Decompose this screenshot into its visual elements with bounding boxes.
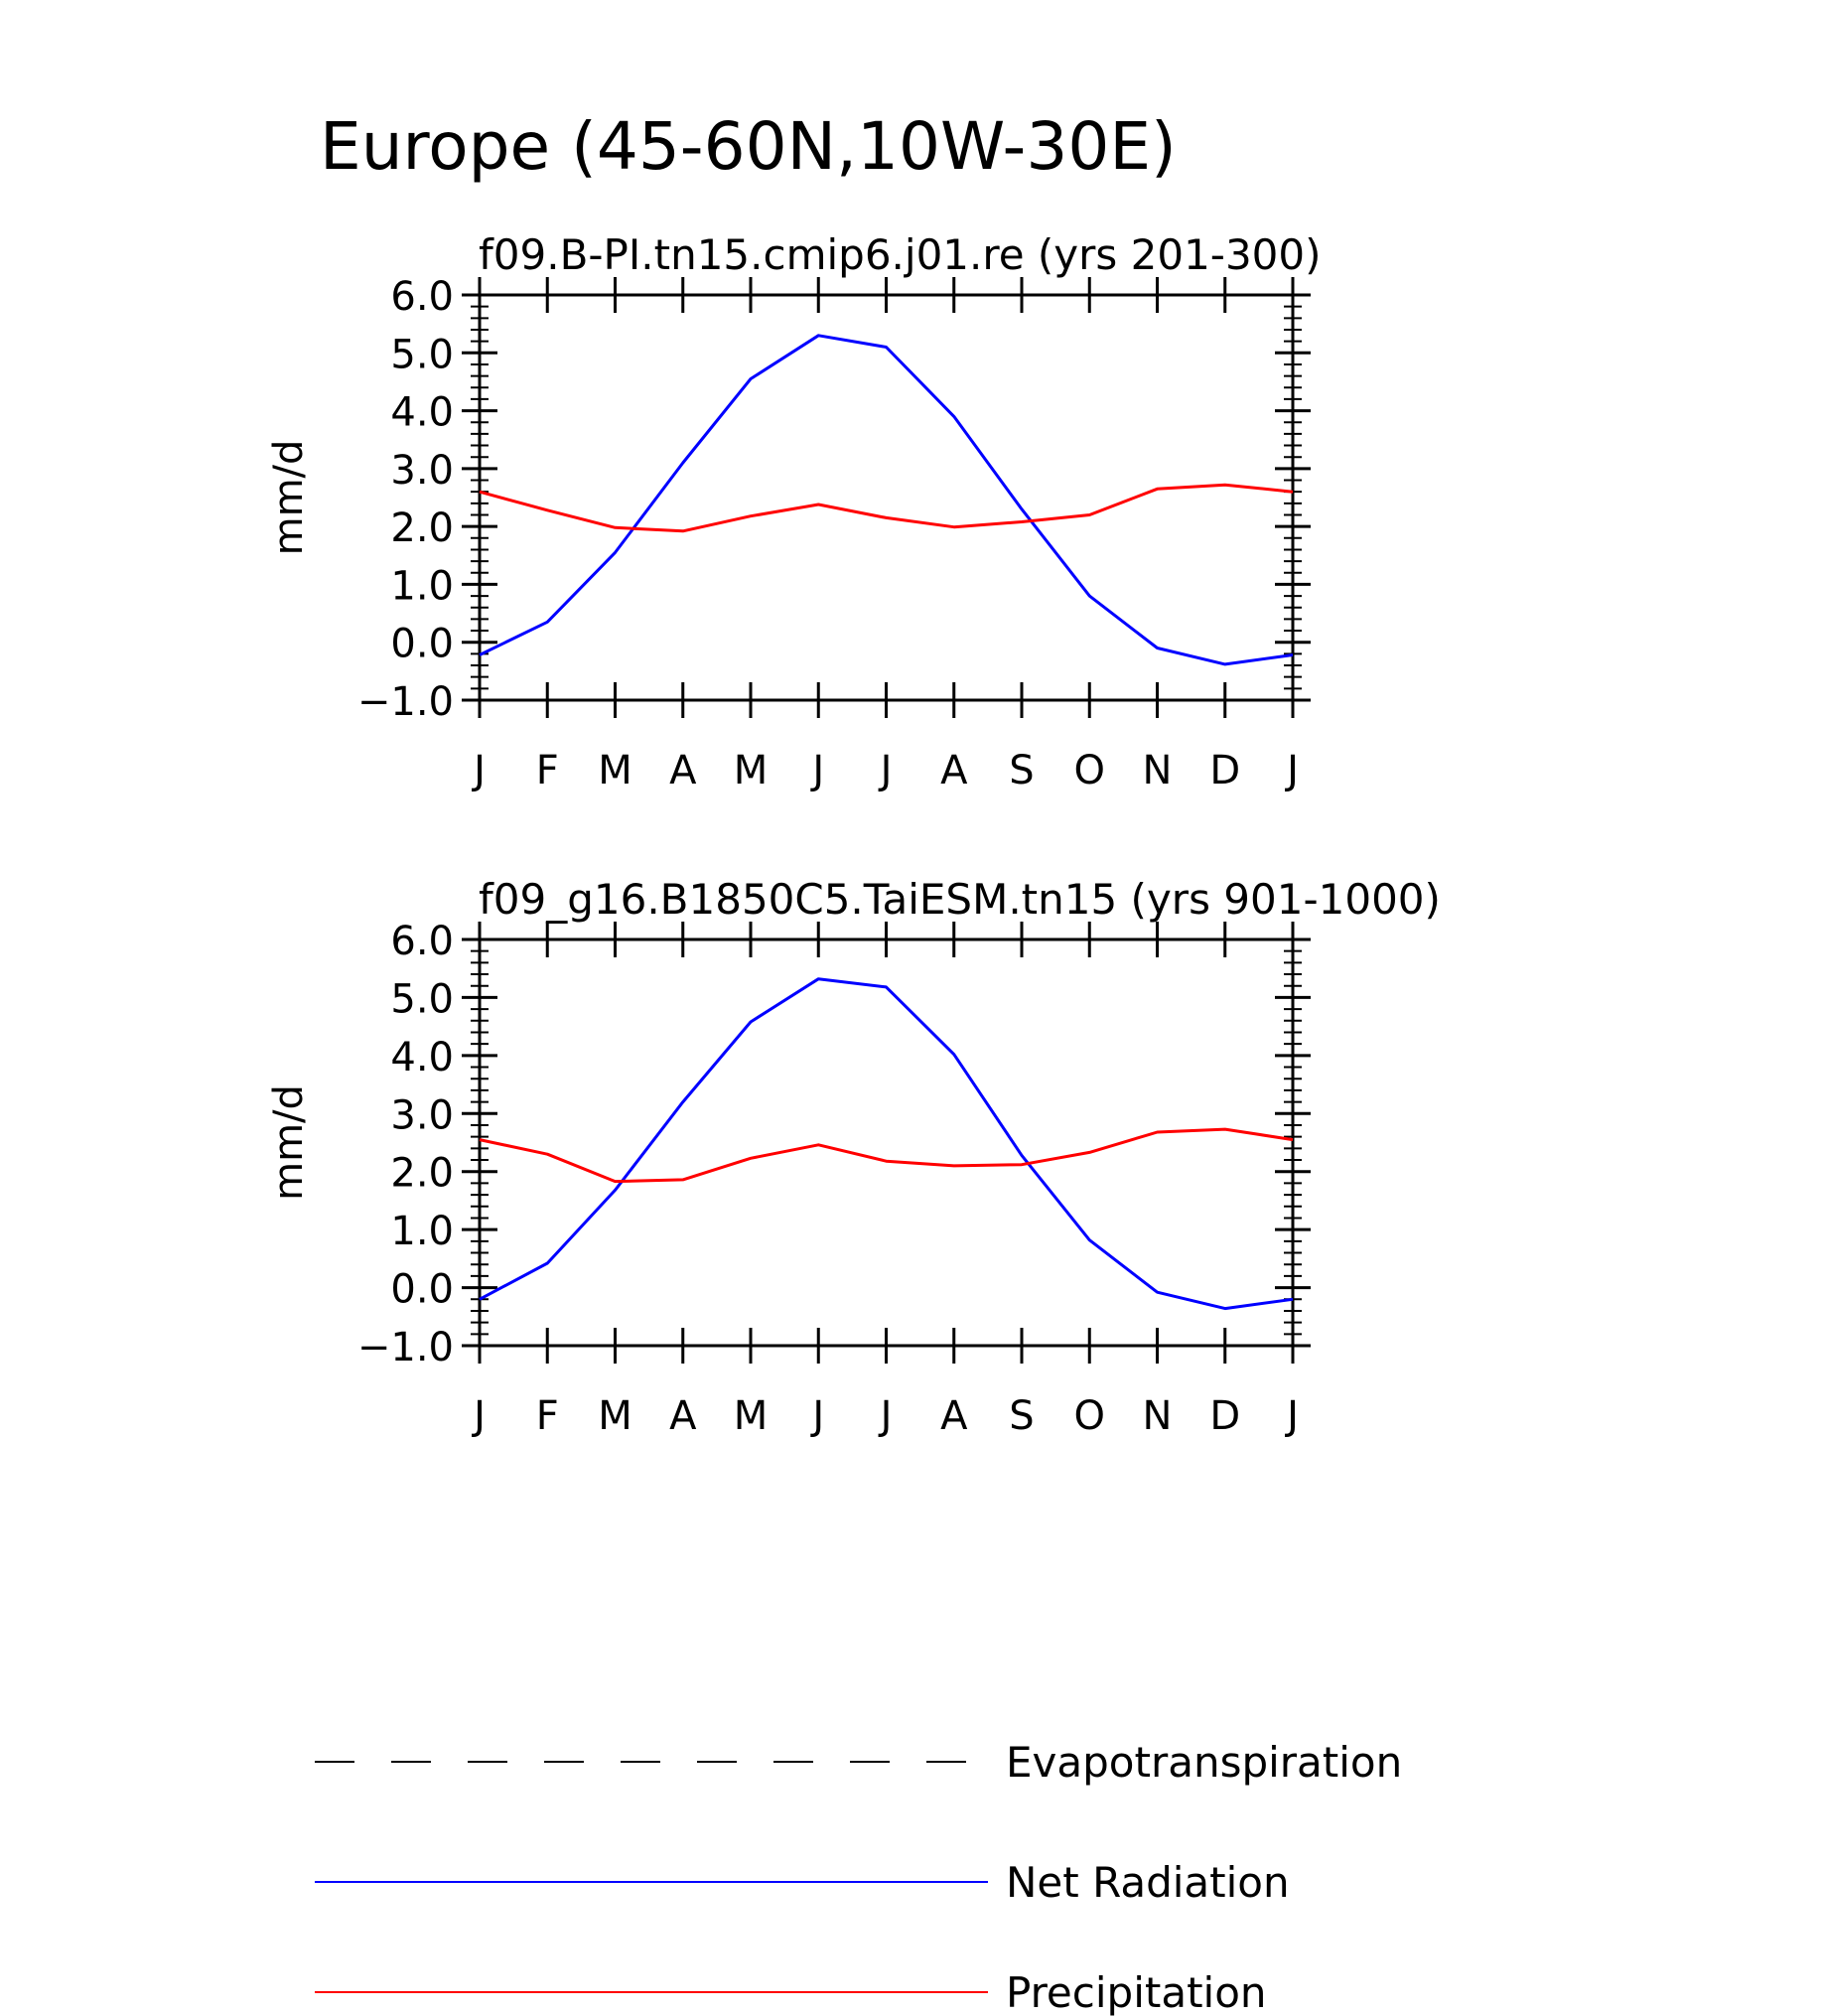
x-tick-label: J <box>471 748 486 793</box>
legend-item-evapotranspiration: Evapotranspiration <box>315 1738 1402 1787</box>
legend-label: Precipitation <box>1006 1968 1267 2016</box>
y-tick-label: 6.0 <box>390 919 454 964</box>
legend: Evapotranspiration Net Radiation Precipita… <box>315 1738 1402 2016</box>
y-tick-label: 0.0 <box>390 1267 454 1313</box>
legend-item-net-radiation: Net Radiation <box>315 1858 1290 1907</box>
y-tick-label: −1.0 <box>357 679 454 725</box>
y-axis-label: mm/d <box>266 440 312 556</box>
x-tick-label: J <box>1284 748 1299 793</box>
y-tick-label: 3.0 <box>390 448 454 494</box>
chart-title: f09_g16.B1850C5.TaiESM.tn15 (yrs 901-100… <box>479 875 1441 924</box>
y-tick-label: 6.0 <box>390 274 454 320</box>
y-tick-label: 4.0 <box>390 1035 454 1080</box>
x-tick-label: M <box>598 1393 632 1439</box>
x-tick-label: J <box>878 1393 893 1439</box>
y-tick-label: 4.0 <box>390 390 454 436</box>
y-tick-label: 1.0 <box>390 563 454 609</box>
y-ticks: −1.0 0.0 1.0 2.0 3.0 4.0 5.0 6.0 <box>357 919 1311 1370</box>
series-line-net-radiation <box>479 977 1294 1311</box>
x-tick-label: A <box>669 1393 697 1439</box>
y-tick-label: 1.0 <box>390 1209 454 1254</box>
x-tick-label: D <box>1209 1393 1240 1439</box>
legend-item-precipitation: Precipitation <box>315 1968 1267 2016</box>
plot-frame <box>478 293 1295 702</box>
x-tick-label: S <box>1009 1393 1034 1439</box>
series-line-net-radiation <box>479 334 1294 666</box>
x-tick-label: O <box>1074 748 1105 793</box>
legend-label: Net Radiation <box>1006 1858 1290 1907</box>
chart-panel-2: f09_g16.B1850C5.TaiESM.tn15 (yrs 901-100… <box>266 875 1441 1439</box>
x-tick-label: J <box>471 1393 486 1439</box>
y-tick-label: 2.0 <box>390 505 454 551</box>
y-tick-label: 2.0 <box>390 1151 454 1197</box>
y-axis-label: mm/d <box>266 1084 312 1201</box>
y-tick-label: 0.0 <box>390 622 454 667</box>
y-tick-label: 3.0 <box>390 1092 454 1138</box>
x-tick-label: D <box>1209 748 1240 793</box>
x-tick-label: A <box>940 748 968 793</box>
x-tick-label: N <box>1143 748 1173 793</box>
y-tick-label: 5.0 <box>390 976 454 1022</box>
x-tick-label: F <box>536 748 559 793</box>
x-tick-label: J <box>809 748 824 793</box>
plot-frame <box>478 937 1295 1348</box>
series-line-precipitation <box>479 483 1294 533</box>
y-tick-label: 5.0 <box>390 332 454 377</box>
x-tick-label: J <box>1284 1393 1299 1439</box>
series-line-precipitation <box>479 1127 1294 1184</box>
x-tick-label: A <box>940 1393 968 1439</box>
x-tick-label: J <box>878 748 893 793</box>
y-tick-label: −1.0 <box>357 1325 454 1370</box>
x-tick-label: N <box>1143 1393 1173 1439</box>
x-tick-label: M <box>734 1393 769 1439</box>
x-tick-label: M <box>734 748 769 793</box>
x-tick-label: O <box>1074 1393 1105 1439</box>
legend-label: Evapotranspiration <box>1006 1738 1402 1787</box>
x-tick-label: F <box>536 1393 559 1439</box>
x-tick-label: J <box>809 1393 824 1439</box>
figure-title: Europe (45-60N,10W-30E) <box>320 108 1177 185</box>
chart-panel-1: f09.B-PI.tn15.cmip6.j01.re (yrs 201-300)… <box>266 230 1322 793</box>
x-tick-label: S <box>1009 748 1034 793</box>
x-tick-label: A <box>669 748 697 793</box>
y-ticks: −1.0 0.0 1.0 2.0 3.0 4.0 5.0 6.0 <box>357 274 1311 725</box>
chart-panels: f09.B-PI.tn15.cmip6.j01.re (yrs 201-300)… <box>266 230 1441 1439</box>
chart-title: f09.B-PI.tn15.cmip6.j01.re (yrs 201-300) <box>479 230 1322 279</box>
x-tick-label: M <box>598 748 632 793</box>
